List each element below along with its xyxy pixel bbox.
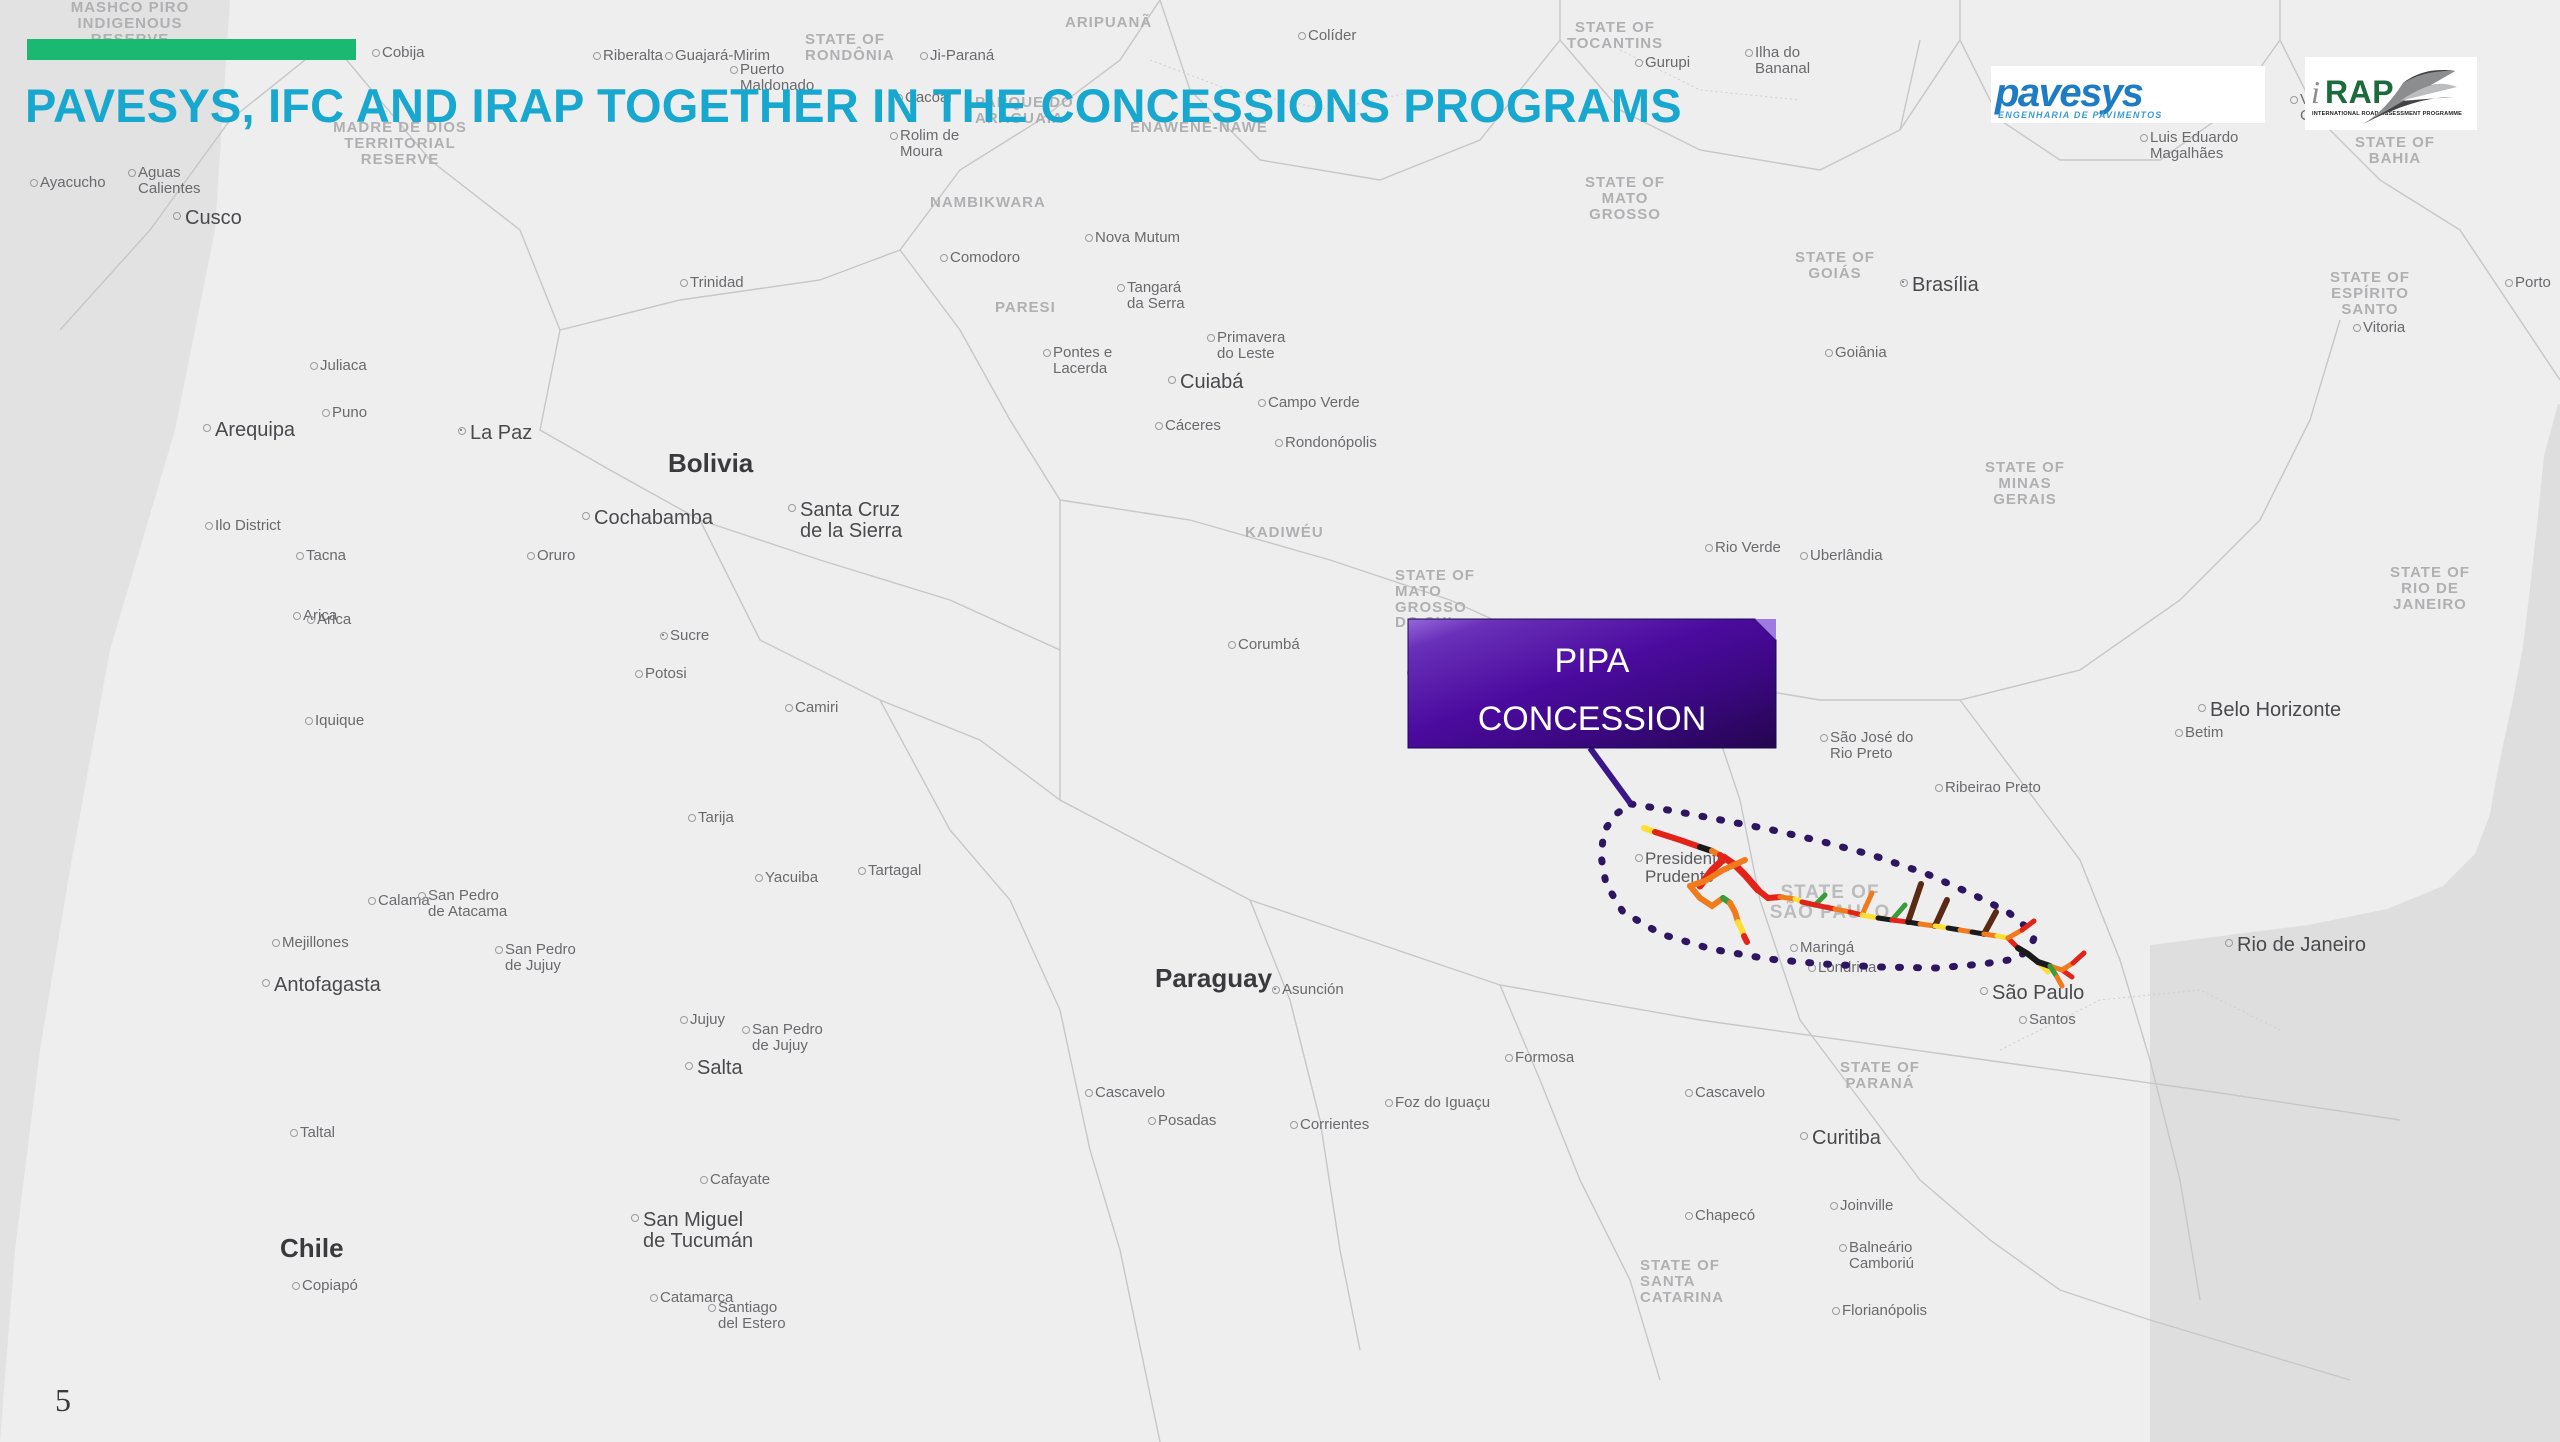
svg-text:i: i: [2311, 74, 2320, 110]
svg-text:ENGENHARIA DE PAVIMENTOS: ENGENHARIA DE PAVIMENTOS: [1998, 110, 2162, 120]
svg-text:RAP: RAP: [2325, 74, 2394, 110]
svg-text:pavesys: pavesys: [1994, 71, 2143, 115]
